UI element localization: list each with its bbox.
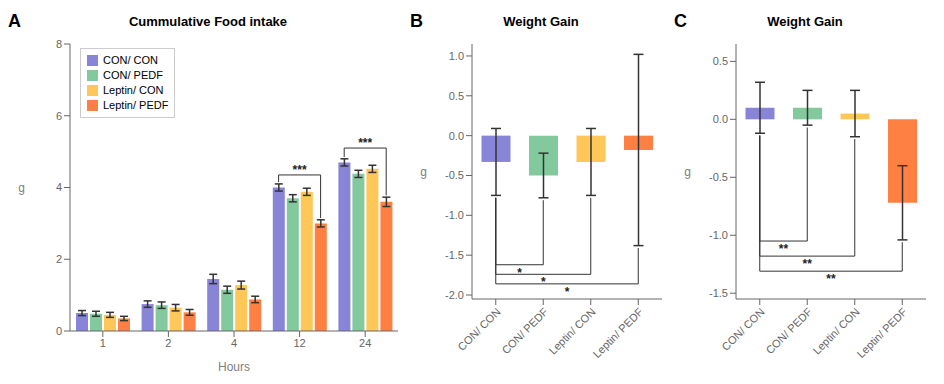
svg-text:CON/ PEDF: CON/ PEDF [499, 305, 550, 356]
svg-text:0.0: 0.0 [713, 113, 728, 125]
svg-text:Leptin/ CON: Leptin/ CON [546, 305, 597, 356]
html-text:Leptin/ CON: Leptin/ CON [103, 84, 164, 96]
html-text:Weight Gain: Weight Gain [767, 13, 843, 29]
svg-text:12: 12 [293, 337, 305, 349]
svg-text:***: *** [358, 136, 372, 150]
html-text:Leptin/ PEDF: Leptin/ PEDF [103, 99, 169, 111]
svg-text:-1.0: -1.0 [445, 209, 464, 221]
svg-text:**: ** [803, 257, 813, 271]
svg-text:-1.0: -1.0 [709, 229, 728, 241]
svg-text:6: 6 [56, 110, 62, 122]
svg-text:-0.5: -0.5 [709, 171, 728, 183]
svg-text:-1.5: -1.5 [709, 287, 728, 299]
html-text:CON/ CON: CON/ CON [103, 54, 158, 66]
svg-text:4: 4 [56, 181, 62, 193]
svg-text:*: * [517, 266, 522, 280]
html-text:Weight Gain: Weight Gain [503, 13, 579, 29]
html-text:A: A [8, 10, 21, 31]
svg-text:g: g [18, 181, 25, 195]
svg-text:CON/ CON: CON/ CON [719, 305, 766, 352]
html-text:B: B [410, 10, 423, 31]
svg-text:-0.5: -0.5 [445, 169, 464, 181]
svg-text:Leptin/ PEDF: Leptin/ PEDF [854, 305, 909, 360]
svg-text:Leptin/ CON: Leptin/ CON [810, 305, 861, 356]
svg-text:Leptin/ PEDF: Leptin/ PEDF [590, 305, 645, 360]
svg-text:2: 2 [56, 253, 62, 265]
svg-text:**: ** [826, 272, 836, 286]
svg-text:1.0: 1.0 [449, 50, 464, 62]
html-text:Cummulative Food intake: Cummulative Food intake [128, 13, 288, 29]
svg-text:0.5: 0.5 [713, 55, 728, 67]
svg-text:0: 0 [56, 325, 62, 337]
svg-text:Hours: Hours [218, 360, 250, 374]
svg-text:2: 2 [165, 337, 171, 349]
svg-text:CON/ PEDF: CON/ PEDF [763, 305, 814, 356]
svg-text:0.5: 0.5 [449, 90, 464, 102]
svg-text:***: *** [293, 163, 307, 177]
svg-text:*: * [541, 275, 546, 289]
svg-text:8: 8 [56, 38, 62, 50]
svg-text:0.0: 0.0 [449, 130, 464, 142]
html-text:C: C [674, 10, 687, 31]
svg-text:*: * [565, 285, 570, 299]
svg-text:24: 24 [359, 337, 371, 349]
svg-text:g: g [420, 165, 427, 179]
svg-text:-1.5: -1.5 [445, 249, 464, 261]
svg-text:4: 4 [231, 337, 237, 349]
svg-text:g: g [684, 165, 691, 179]
svg-text:**: ** [779, 242, 789, 256]
html-text:CON/ PEDF: CON/ PEDF [103, 69, 163, 81]
svg-text:-2.0: -2.0 [445, 289, 464, 301]
svg-text:CON/ CON: CON/ CON [455, 305, 502, 352]
svg-text:1: 1 [100, 337, 106, 349]
